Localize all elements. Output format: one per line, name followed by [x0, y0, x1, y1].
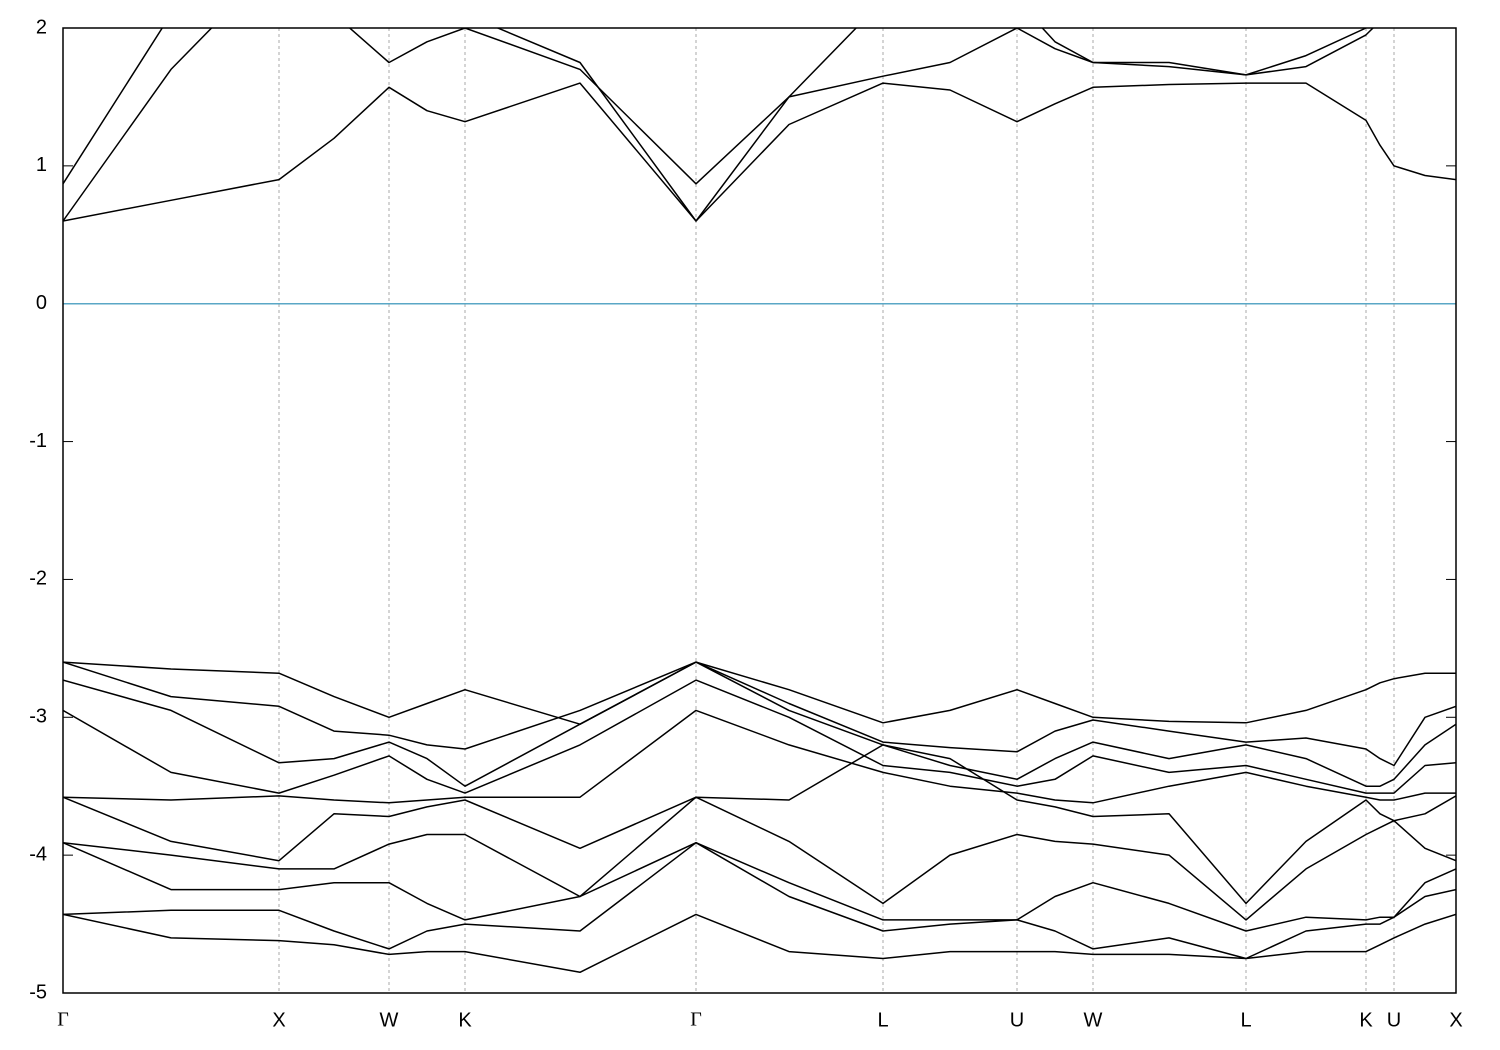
y-tick-label: -1 [29, 430, 47, 452]
y-tick-label: 0 [36, 292, 47, 314]
y-tick-label: -5 [29, 981, 47, 1003]
x-tick-label: X [1449, 1009, 1462, 1031]
plot-frame [62, 27, 1457, 994]
band-line [63, 841, 1456, 960]
x-tick-label: K [1359, 1009, 1373, 1031]
x-tick-label: U [1010, 1009, 1024, 1031]
band-line [63, 28, 1375, 222]
x-tick-label: U [1387, 1009, 1401, 1031]
band-line [63, 82, 1456, 222]
band-line [63, 679, 1456, 794]
band-line [63, 796, 1456, 921]
band-line [63, 709, 1456, 804]
x-tick-label: Γ [57, 1009, 69, 1031]
band-line [63, 841, 1456, 932]
band-line [63, 661, 1456, 725]
x-tick-label: W [380, 1009, 399, 1031]
x-tick-label: W [1084, 1009, 1103, 1031]
band-line [63, 661, 1456, 787]
x-tick-label: Γ [690, 1009, 702, 1031]
band-line [63, 28, 1368, 185]
x-tick-label: L [877, 1009, 888, 1031]
y-tick-label: 2 [36, 16, 47, 38]
x-tick-label: L [1240, 1009, 1251, 1031]
y-tick-label: -2 [29, 568, 47, 590]
y-tick-label: -4 [29, 843, 47, 865]
bands [63, 28, 1456, 974]
band-line [63, 744, 1456, 905]
x-tick-label: K [458, 1009, 472, 1031]
y-tick-label: -3 [29, 706, 47, 728]
band-line [63, 661, 1456, 767]
x-tick-label: X [272, 1009, 285, 1031]
band-line [63, 913, 1456, 974]
y-tick-label: 1 [36, 154, 47, 176]
